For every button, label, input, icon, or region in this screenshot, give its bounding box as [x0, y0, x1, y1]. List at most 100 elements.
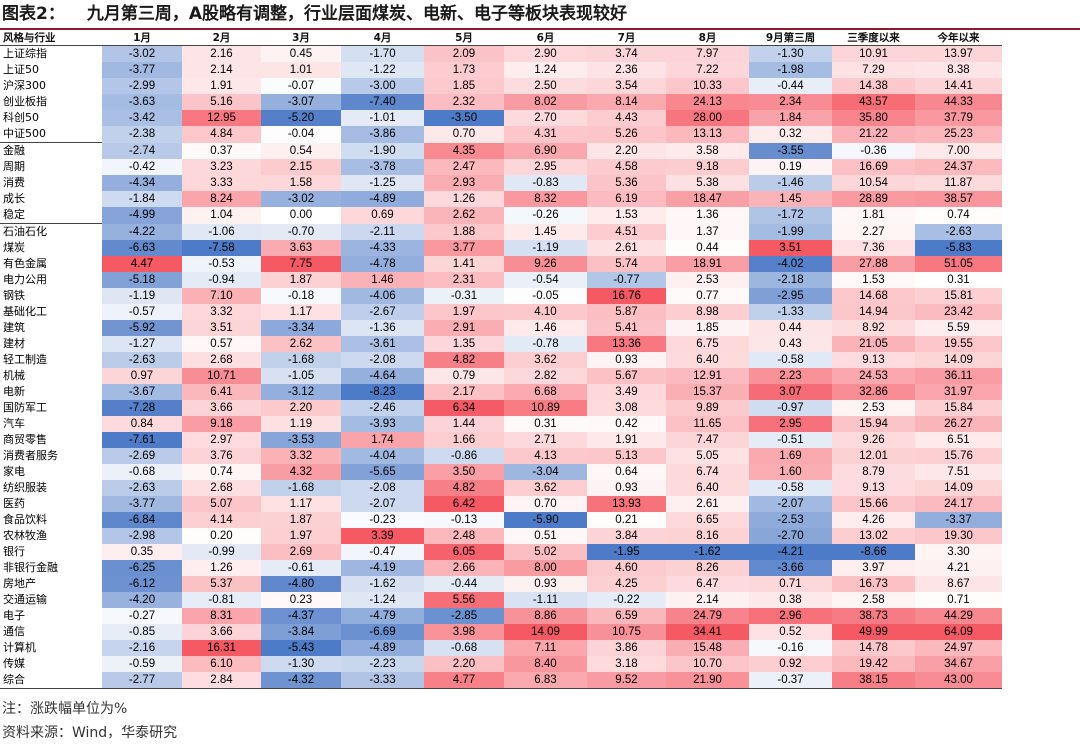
value-cell: 4.60: [587, 560, 666, 576]
value-cell: 0.70: [504, 496, 587, 512]
value-cell: 3.23: [182, 159, 261, 175]
table-row: 周期 -0.42 3.23 2.15 -3.78 2.47 2.95 4.58 9.18 0.19…: [0, 159, 1002, 175]
value-cell: -1.90: [341, 142, 424, 159]
value-cell: 1.97: [261, 528, 341, 544]
row-label: 上证综指: [3, 47, 47, 60]
value-cell: 0.23: [261, 592, 341, 608]
value-cell: 8.24: [182, 191, 261, 207]
value-cell: -2.16: [102, 640, 182, 656]
value-cell: 1.26: [424, 191, 504, 207]
row-label: 有色金属: [3, 257, 47, 270]
table-row: 成长 -1.84 8.24 -3.02 -4.89 1.26 8.32 6.19 18.47 1.…: [0, 191, 1002, 207]
value-cell: 14.09: [504, 624, 587, 640]
value-cell: -0.31: [424, 288, 504, 304]
value-cell: -2.98: [102, 528, 182, 544]
value-cell: -3.00: [341, 78, 424, 94]
value-cell: 15.66: [832, 496, 915, 512]
value-cell: -6.69: [341, 624, 424, 640]
value-cell: 1.91: [182, 78, 261, 94]
value-cell: -2.70: [749, 528, 832, 544]
value-cell: -4.89: [341, 640, 424, 656]
value-cell: -0.85: [102, 624, 182, 640]
row-header: 风格与行业: [0, 30, 102, 46]
value-cell: 38.57: [915, 191, 1002, 207]
value-cell: 6.40: [666, 480, 749, 496]
value-cell: -0.23: [341, 512, 424, 528]
value-cell: -0.05: [504, 288, 587, 304]
value-cell: -4.04: [341, 448, 424, 464]
value-cell: 8.79: [832, 464, 915, 480]
value-cell: 2.16: [182, 45, 261, 62]
value-cell: -2.11: [341, 223, 424, 240]
value-cell: -7.58: [182, 240, 261, 256]
value-cell: 37.79: [915, 110, 1002, 126]
value-cell: 2.53: [832, 400, 915, 416]
value-cell: 2.61: [666, 496, 749, 512]
value-cell: 9.89: [666, 400, 749, 416]
value-cell: 4.51: [587, 223, 666, 240]
value-cell: 1.17: [261, 304, 341, 320]
value-cell: 2.70: [504, 110, 587, 126]
value-cell: 2.48: [424, 528, 504, 544]
value-cell: 8.16: [666, 528, 749, 544]
value-cell: -0.26: [504, 207, 587, 224]
value-cell: 6.68: [504, 384, 587, 400]
value-cell: 15.76: [915, 448, 1002, 464]
value-cell: 6.47: [666, 576, 749, 592]
value-cell: 8.26: [666, 560, 749, 576]
value-cell: -1.30: [261, 656, 341, 672]
row-label: 电力公用: [3, 273, 47, 286]
value-cell: 51.05: [915, 256, 1002, 272]
value-cell: 0.93: [587, 352, 666, 368]
value-cell: -1.22: [341, 62, 424, 78]
value-cell: 1.53: [832, 272, 915, 288]
value-cell: -4.06: [341, 288, 424, 304]
value-cell: -0.58: [749, 480, 832, 496]
value-cell: 2.58: [832, 592, 915, 608]
row-label: 食品饮料: [3, 513, 47, 526]
value-cell: -0.61: [261, 560, 341, 576]
table-row: 轻工制造 -2.63 2.68 -1.68 -2.08 4.82 3.62 0.93 6.40-…: [0, 352, 1002, 368]
value-cell: 2.68: [182, 352, 261, 368]
value-cell: 7.22: [666, 62, 749, 78]
column-header-9: 三季度以来: [832, 30, 915, 46]
value-cell: 7.29: [832, 62, 915, 78]
value-cell: 0.21: [587, 512, 666, 528]
value-cell: 3.98: [424, 624, 504, 640]
row-label: 电新: [3, 385, 25, 398]
value-cell: -2.07: [749, 496, 832, 512]
value-cell: 2.34: [749, 94, 832, 110]
value-cell: -0.18: [261, 288, 341, 304]
value-cell: 1.87: [261, 512, 341, 528]
value-cell: 0.51: [504, 528, 587, 544]
value-cell: -3.77: [102, 496, 182, 512]
table-row: 科创50 -3.42 12.95 -5.20 -1.01 -3.50 2.70 4.43 28.…: [0, 110, 1002, 126]
value-cell: 34.41: [666, 624, 749, 640]
table-row: 商贸零售 -7.61 2.97 -3.53 1.74 1.66 2.71 1.91 7.47 -0…: [0, 432, 1002, 448]
value-cell: 8.38: [915, 62, 1002, 78]
value-cell: -3.50: [424, 110, 504, 126]
value-cell: 1.91: [587, 432, 666, 448]
value-cell: 5.59: [915, 320, 1002, 336]
value-cell: 49.99: [832, 624, 915, 640]
value-cell: 0.20: [182, 528, 261, 544]
value-cell: 24.17: [915, 496, 1002, 512]
value-cell: -3.33: [341, 672, 424, 689]
value-cell: 3.62: [504, 480, 587, 496]
column-header-6: 7月: [587, 30, 666, 46]
value-cell: -7.28: [102, 400, 182, 416]
value-cell: -4.02: [749, 256, 832, 272]
row-label: 煤炭: [3, 241, 25, 254]
row-label: 建材: [3, 337, 25, 350]
value-cell: -3.02: [102, 45, 182, 62]
row-label: 通信: [3, 625, 25, 638]
value-cell: 23.42: [915, 304, 1002, 320]
value-cell: 0.69: [341, 207, 424, 224]
table-row: 计算机 -2.16 16.31 -5.43 -4.89 -0.68 7.11 3.86 15.4…: [0, 640, 1002, 656]
value-cell: 10.75: [587, 624, 666, 640]
value-cell: 3.30: [915, 544, 1002, 560]
table-row: 国防军工 -7.28 3.66 2.20 -2.46 6.34 10.89 3.08 9.89-…: [0, 400, 1002, 416]
value-cell: 1.24: [504, 62, 587, 78]
value-cell: 0.71: [915, 592, 1002, 608]
value-cell: 2.20: [587, 142, 666, 159]
